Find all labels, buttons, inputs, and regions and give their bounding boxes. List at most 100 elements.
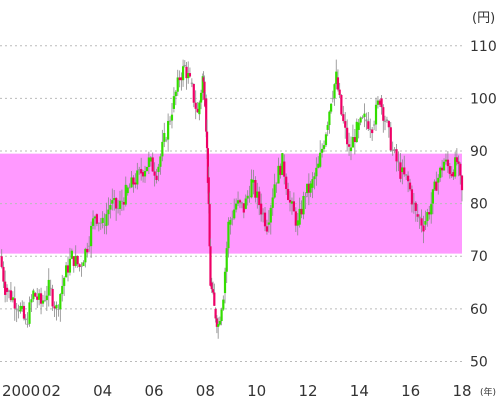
candle-body <box>68 258 72 273</box>
candle-body <box>399 162 402 179</box>
candle-body <box>363 113 366 118</box>
candle-body <box>376 100 380 105</box>
candle-body <box>244 198 247 209</box>
candle-body <box>47 279 50 296</box>
candle-body <box>207 177 210 205</box>
candle-body <box>248 195 251 198</box>
candle-body <box>132 177 135 185</box>
candle-body <box>34 293 37 297</box>
candle-body <box>258 191 261 206</box>
x-tick-label: 18 <box>452 382 471 400</box>
candle-body <box>393 149 396 152</box>
candle-body <box>422 225 425 232</box>
candle-body <box>240 202 244 204</box>
candle-body <box>369 128 372 130</box>
candle-body <box>43 300 47 302</box>
candle-body <box>63 277 66 286</box>
candle-body <box>223 271 227 294</box>
candle-body <box>155 175 158 180</box>
candle-body <box>53 306 56 309</box>
candle-body <box>70 250 73 259</box>
candle-body <box>136 170 139 185</box>
candle-body <box>174 91 177 97</box>
candle-body <box>167 120 170 140</box>
candle-body <box>202 77 205 82</box>
candle-body <box>302 195 305 215</box>
candle-body <box>218 321 221 325</box>
x-tick-label: 08 <box>196 382 215 400</box>
candle-body <box>39 293 43 304</box>
candle-body <box>4 281 7 295</box>
candle-body <box>168 120 172 122</box>
candle-body <box>367 121 370 129</box>
candle-body <box>7 290 11 292</box>
candle-body <box>176 77 179 92</box>
candle-body <box>147 157 150 168</box>
candle-body <box>128 187 131 189</box>
candle-body <box>389 127 392 151</box>
y-tick-label: 70 <box>470 249 488 265</box>
x-tick-label: 04 <box>93 382 112 400</box>
candle-body <box>238 200 242 203</box>
candles <box>0 59 464 339</box>
candle-body <box>378 100 381 105</box>
candle-body <box>38 293 41 300</box>
candle-body <box>59 294 62 310</box>
candle-body <box>435 181 438 191</box>
candle-body <box>90 225 93 247</box>
candle-body <box>441 167 444 171</box>
candle-body <box>231 218 234 221</box>
candle-body <box>229 220 232 225</box>
candle-body <box>74 255 77 266</box>
candle-body <box>153 171 156 176</box>
candle-body <box>19 305 22 312</box>
candle-body <box>66 265 70 273</box>
candle-body <box>208 204 211 247</box>
candle-body <box>22 305 26 319</box>
x-tick-label: 12 <box>298 382 317 400</box>
candle-body <box>405 174 408 176</box>
x-tick-label: 16 <box>401 382 420 400</box>
candle-body <box>205 98 208 132</box>
candle-body <box>446 159 449 167</box>
candle-body <box>41 300 45 304</box>
candle-body <box>88 245 91 247</box>
candle-body <box>130 177 133 188</box>
candle-body <box>382 107 385 121</box>
candle-body <box>340 95 343 115</box>
candle-body <box>324 134 328 146</box>
candle-body <box>215 318 218 327</box>
candle-body <box>460 175 464 191</box>
candle-body <box>412 202 415 205</box>
candle-body <box>359 117 362 123</box>
candle-body <box>355 121 358 143</box>
candle-body <box>395 149 398 162</box>
candle-body <box>246 195 249 199</box>
candle-body <box>124 184 127 205</box>
candle-body <box>213 292 216 306</box>
candle-body <box>185 66 188 79</box>
candle-body <box>183 64 186 67</box>
candle-body <box>347 144 351 147</box>
candle-body <box>13 298 16 309</box>
candle-body <box>107 209 110 215</box>
candle-body <box>273 184 276 198</box>
candle-body <box>275 182 278 184</box>
candle-body <box>36 296 39 300</box>
candle-body <box>2 266 5 282</box>
candle-body <box>342 114 345 122</box>
candle-body <box>210 282 213 290</box>
candle-body <box>397 161 400 163</box>
candle-body <box>279 165 282 175</box>
candle-body <box>372 124 376 126</box>
candle-body <box>315 167 318 177</box>
candle-body <box>91 218 95 226</box>
candle-body <box>95 214 98 224</box>
candle-body <box>326 125 329 130</box>
candle-body <box>30 299 33 303</box>
candle-body <box>263 212 267 227</box>
candle-body <box>225 248 228 272</box>
candle-body <box>336 77 340 90</box>
